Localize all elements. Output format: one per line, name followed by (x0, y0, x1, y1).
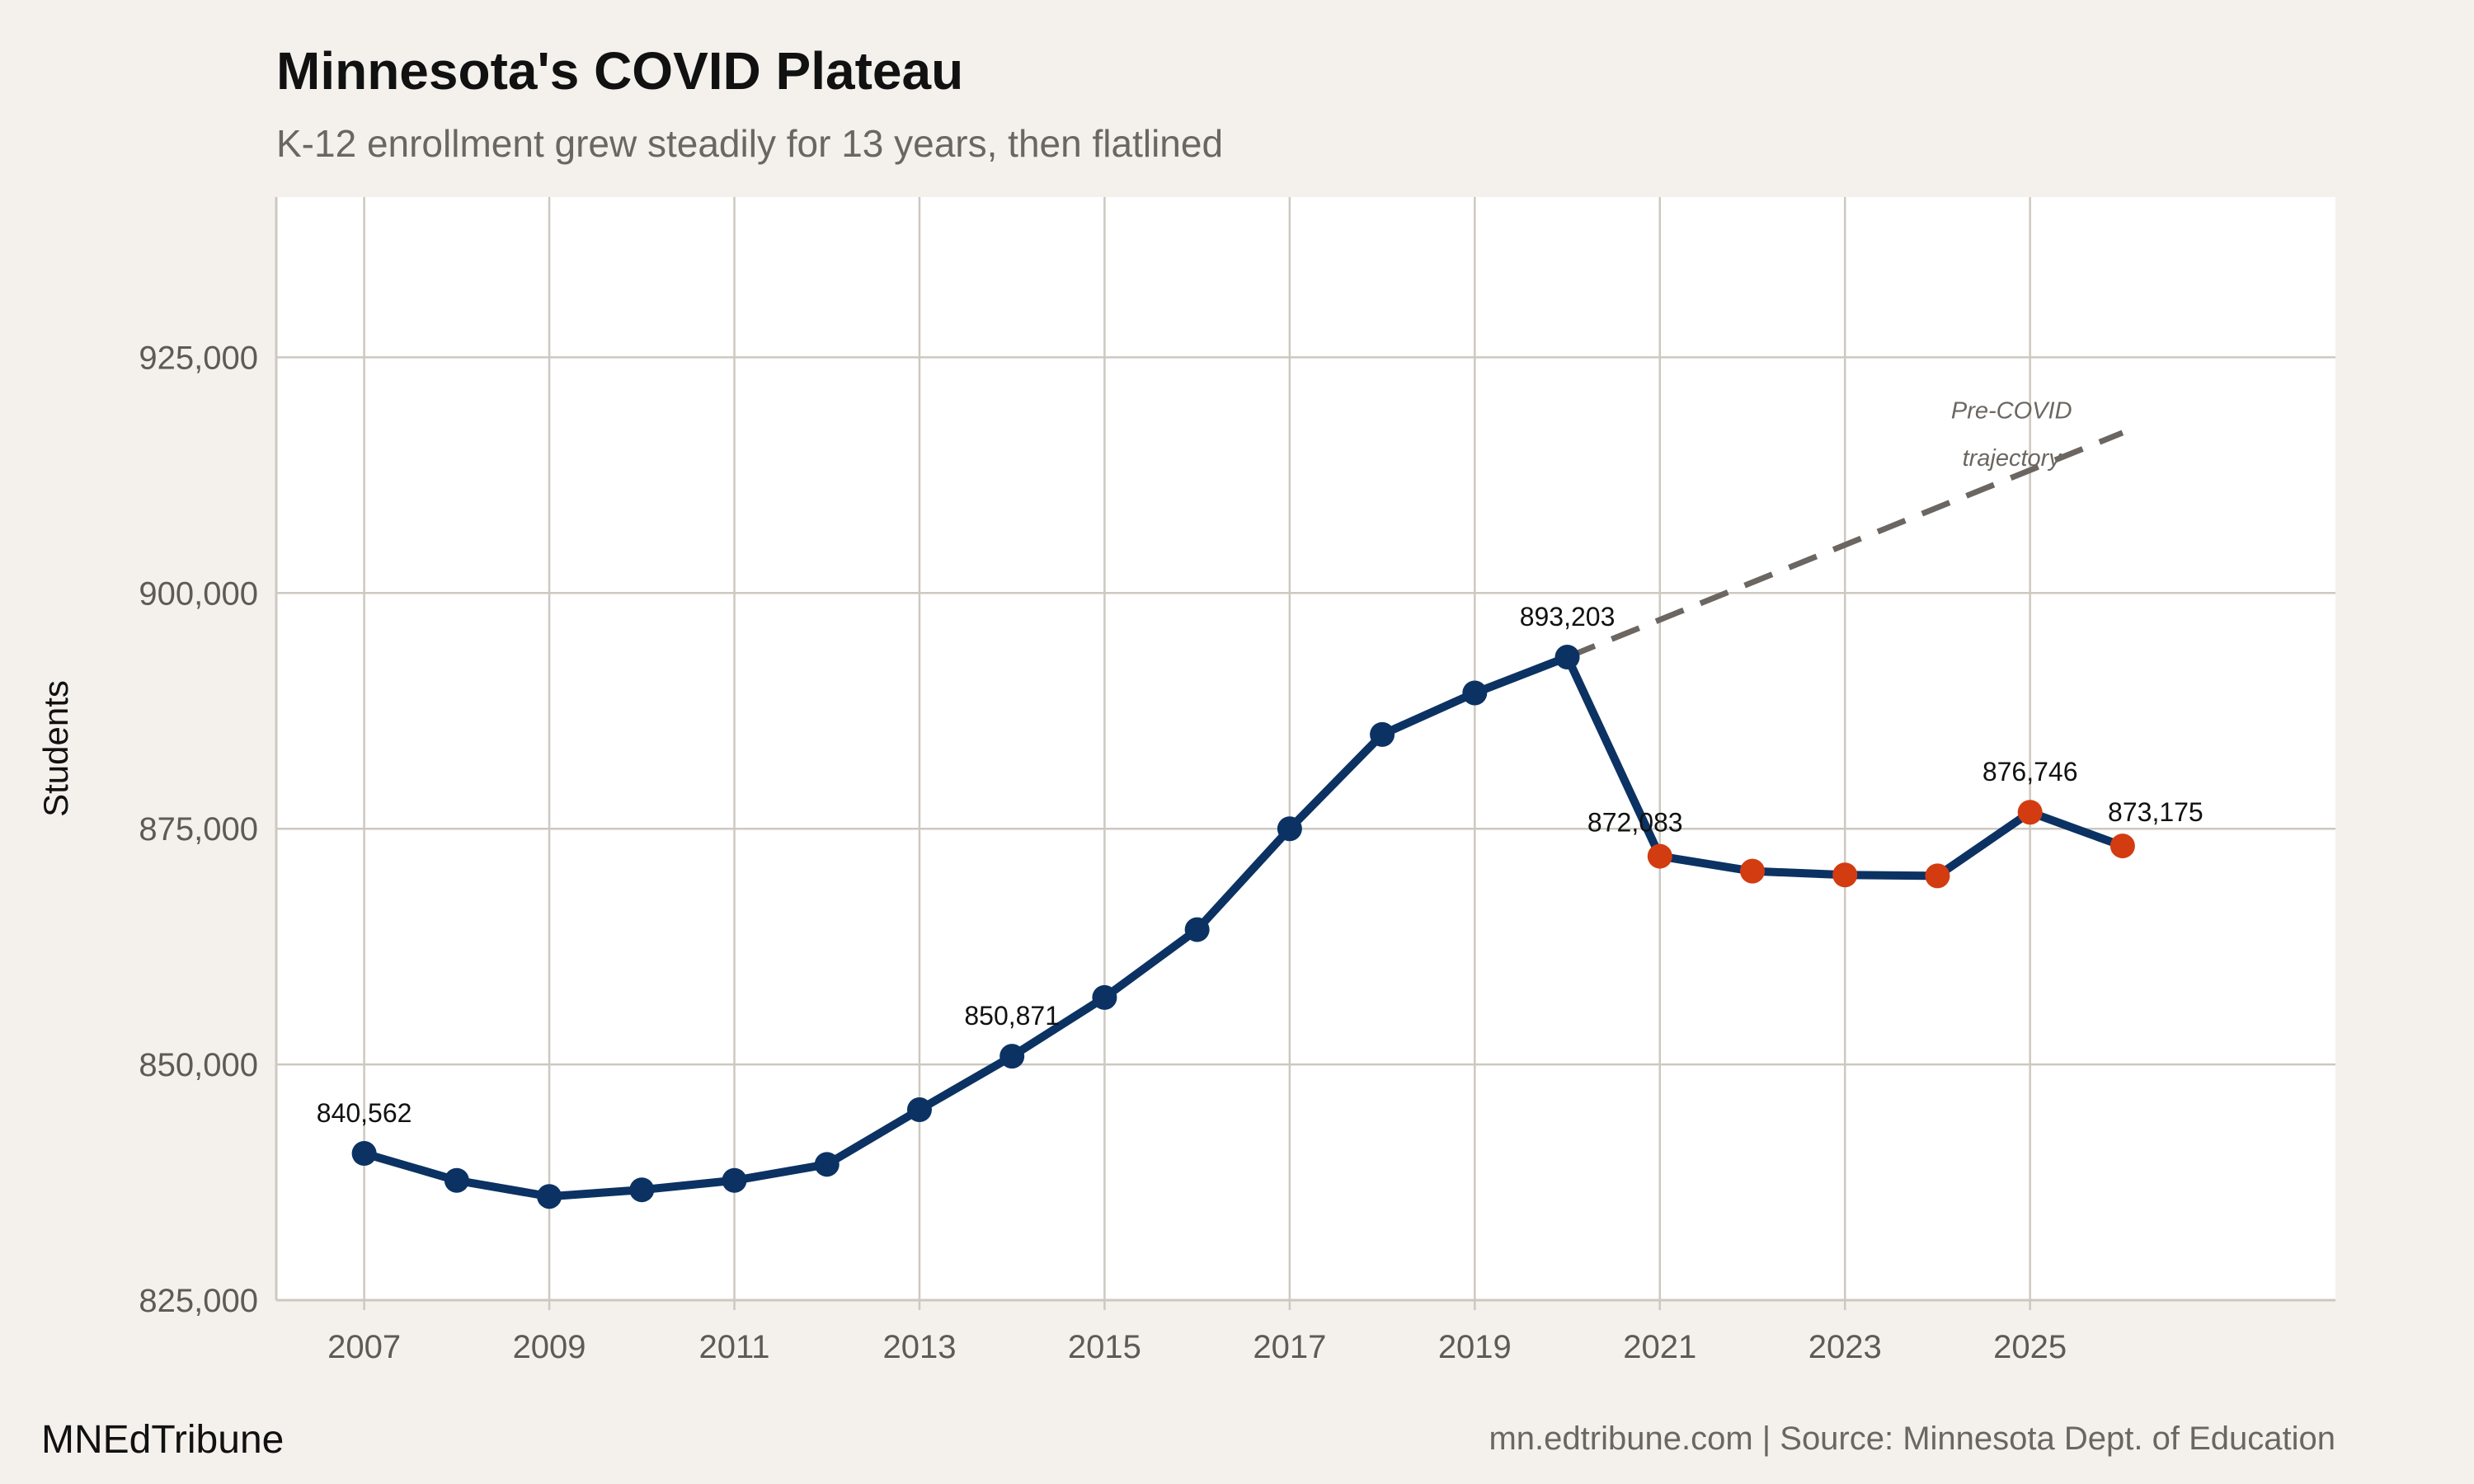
y-tick-label: 825,000 (139, 1283, 258, 1319)
data-label-2025: 876,746 (1982, 757, 2078, 787)
data-labels: 840,562 850,871 893,203 872,083 876,746 873,1… (317, 602, 2204, 1128)
trajectory-annotation: Pre-COVID (1951, 398, 2072, 425)
y-tick-label: 900,000 (139, 575, 258, 612)
series-layer (351, 645, 2135, 1209)
y-tick-label: 925,000 (139, 340, 258, 376)
data-point-2019 (1462, 680, 1488, 706)
x-tick-label: 2009 (513, 1329, 586, 1365)
enrollment-line (363, 653, 2124, 1201)
data-point-2021 (1647, 843, 1672, 869)
data-point-2015 (1092, 984, 1117, 1010)
chart-subtitle: K-12 enrollment grew steadily for 13 yea… (276, 122, 1223, 165)
y-tick-label: 875,000 (139, 811, 258, 848)
grid (276, 197, 2335, 1300)
x-tick-label: 2023 (1808, 1329, 1882, 1365)
y-tick-label: 850,000 (139, 1047, 258, 1083)
axes: 825,000 850,000 875,000 900,000 925,000 2007 2… (139, 197, 2335, 1365)
x-tick-label: 2021 (1623, 1329, 1696, 1365)
data-point-2012 (814, 1152, 840, 1177)
x-tick-label: 2019 (1438, 1329, 1512, 1365)
plot-panel (276, 197, 2335, 1300)
chart-title: Minnesota's COVID Plateau (276, 41, 963, 101)
source-note: mn.edtribune.com | Source: Minnesota Dep… (1489, 1421, 2335, 1457)
x-tick-label: 2015 (1068, 1329, 1141, 1365)
data-label-2014: 850,871 (964, 1001, 1060, 1031)
data-point-2016 (1184, 917, 1210, 942)
data-label-2021: 872,083 (1587, 808, 1683, 838)
data-label-2007: 840,562 (317, 1098, 412, 1128)
data-point-2022 (1739, 858, 1765, 884)
y-axis-label: Students (36, 680, 75, 817)
data-point-2017 (1277, 816, 1302, 842)
data-point-2010 (629, 1177, 655, 1203)
x-tick-label: 2007 (327, 1329, 401, 1365)
data-label-2026: 873,175 (2108, 797, 2204, 827)
x-tick-label: 2025 (1993, 1329, 2067, 1365)
trajectory-layer: Pre-COVID trajectory (1566, 398, 2124, 660)
data-point-2020 (1554, 645, 1580, 670)
data-point-2013 (906, 1097, 932, 1122)
x-tick-label: 2011 (699, 1329, 770, 1365)
data-point-2014 (999, 1044, 1025, 1069)
trajectory-annotation: trajectory (1963, 445, 2062, 472)
x-tick-label: 2017 (1253, 1329, 1326, 1365)
data-point-2011 (722, 1167, 747, 1193)
brand-label: MNEdTribune (41, 1418, 284, 1462)
data-point-2025 (2017, 800, 2043, 825)
data-point-2018 (1370, 721, 1395, 747)
data-point-2008 (444, 1167, 469, 1193)
data-point-2024 (1925, 863, 1950, 889)
data-point-2007 (351, 1141, 377, 1167)
data-point-2026 (2109, 834, 2135, 859)
pre-covid-trajectory-line (1566, 430, 2124, 660)
data-label-2020: 893,203 (1520, 602, 1616, 632)
data-point-2023 (1832, 862, 1858, 888)
data-point-2009 (537, 1184, 562, 1209)
x-tick-label: 2013 (882, 1329, 956, 1365)
